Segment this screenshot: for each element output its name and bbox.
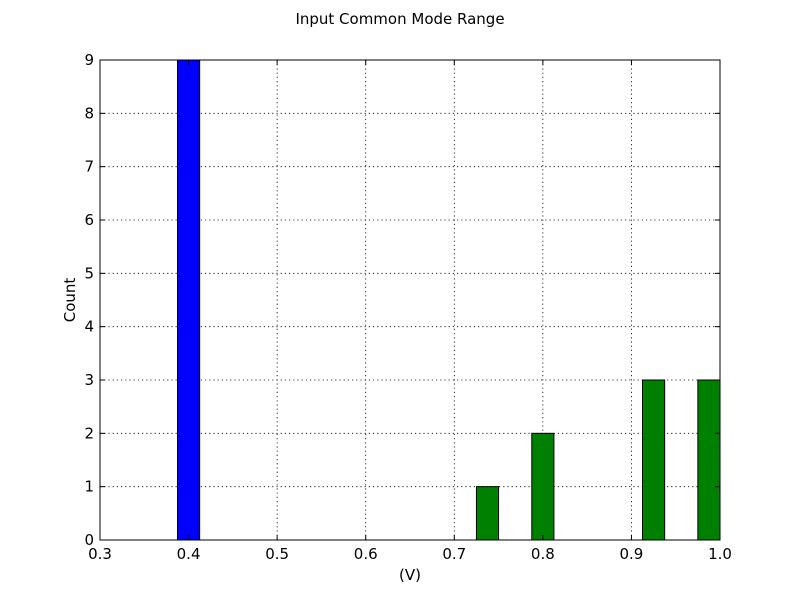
chart-title: Input Common Mode Range — [295, 10, 504, 28]
y-tick-label: 1 — [84, 478, 94, 496]
y-tick-label: 2 — [84, 424, 94, 442]
y-tick-label: 8 — [84, 104, 94, 122]
y-axis-label: Count — [61, 278, 79, 323]
plot-frame — [99, 59, 721, 541]
x-tick-label: 1.0 — [708, 545, 732, 563]
y-tick-label: 0 — [84, 531, 94, 549]
y-tick-label: 6 — [84, 211, 94, 229]
axis-ticks: 0.3 0.4 0.5 0.6 0.7 0.8 0.9 1.0 0 1 2 3 4 5 6 7 8 9 — [84, 51, 731, 563]
histogram-bar-series-2 — [697, 379, 721, 541]
x-tick-label: 0.5 — [265, 545, 289, 563]
histogram-bar-series-1 — [177, 59, 201, 541]
x-tick-label: 0.9 — [619, 545, 643, 563]
x-tick-label: 0.6 — [354, 545, 378, 563]
y-tick-label: 9 — [84, 51, 94, 69]
y-tick-label: 3 — [84, 371, 94, 389]
x-axis-label: (V) — [399, 566, 421, 584]
x-tick-label: 0.7 — [442, 545, 466, 563]
histogram-bar-series-2 — [531, 432, 555, 541]
x-tick-label: 0.8 — [531, 545, 555, 563]
histogram-bar-series-2 — [642, 379, 666, 541]
y-tick-label: 7 — [84, 158, 94, 176]
x-tick-label: 0.3 — [88, 545, 112, 563]
y-tick-label: 5 — [84, 264, 94, 282]
histogram-bar-series-2 — [475, 486, 500, 541]
x-tick-label: 0.4 — [177, 545, 201, 563]
y-tick-label: 4 — [84, 318, 94, 336]
